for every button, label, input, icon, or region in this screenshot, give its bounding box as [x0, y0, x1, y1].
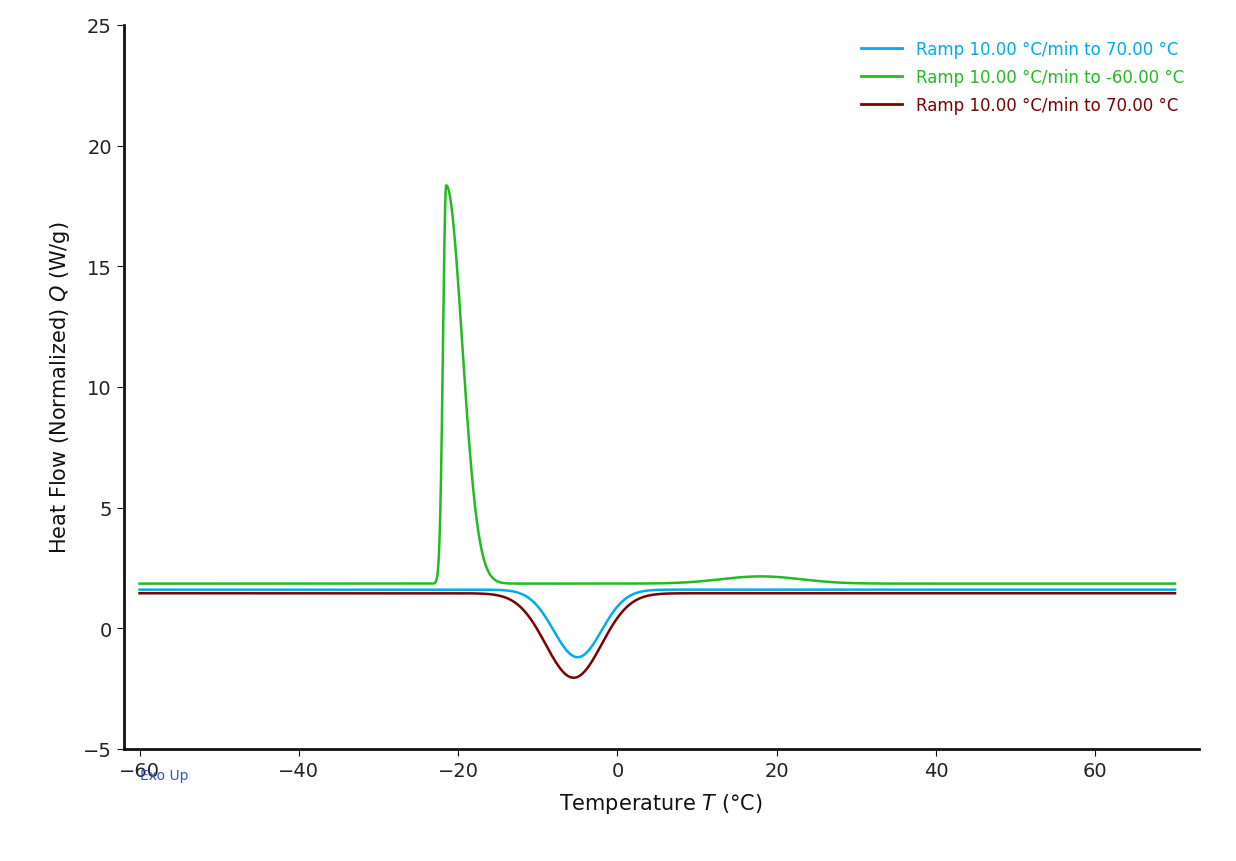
Legend: Ramp 10.00 °C/min to 70.00 °C, Ramp 10.00 °C/min to -60.00 °C, Ramp 10.00 °C/min: Ramp 10.00 °C/min to 70.00 °C, Ramp 10.0… [854, 34, 1190, 121]
Y-axis label: Heat Flow (Normalized) $\mathit{Q}$ (W/g): Heat Flow (Normalized) $\mathit{Q}$ (W/g… [48, 221, 72, 554]
X-axis label: Temperature $\mathit{T}$ (°C): Temperature $\mathit{T}$ (°C) [560, 791, 763, 815]
Text: Exo Up: Exo Up [140, 768, 188, 783]
